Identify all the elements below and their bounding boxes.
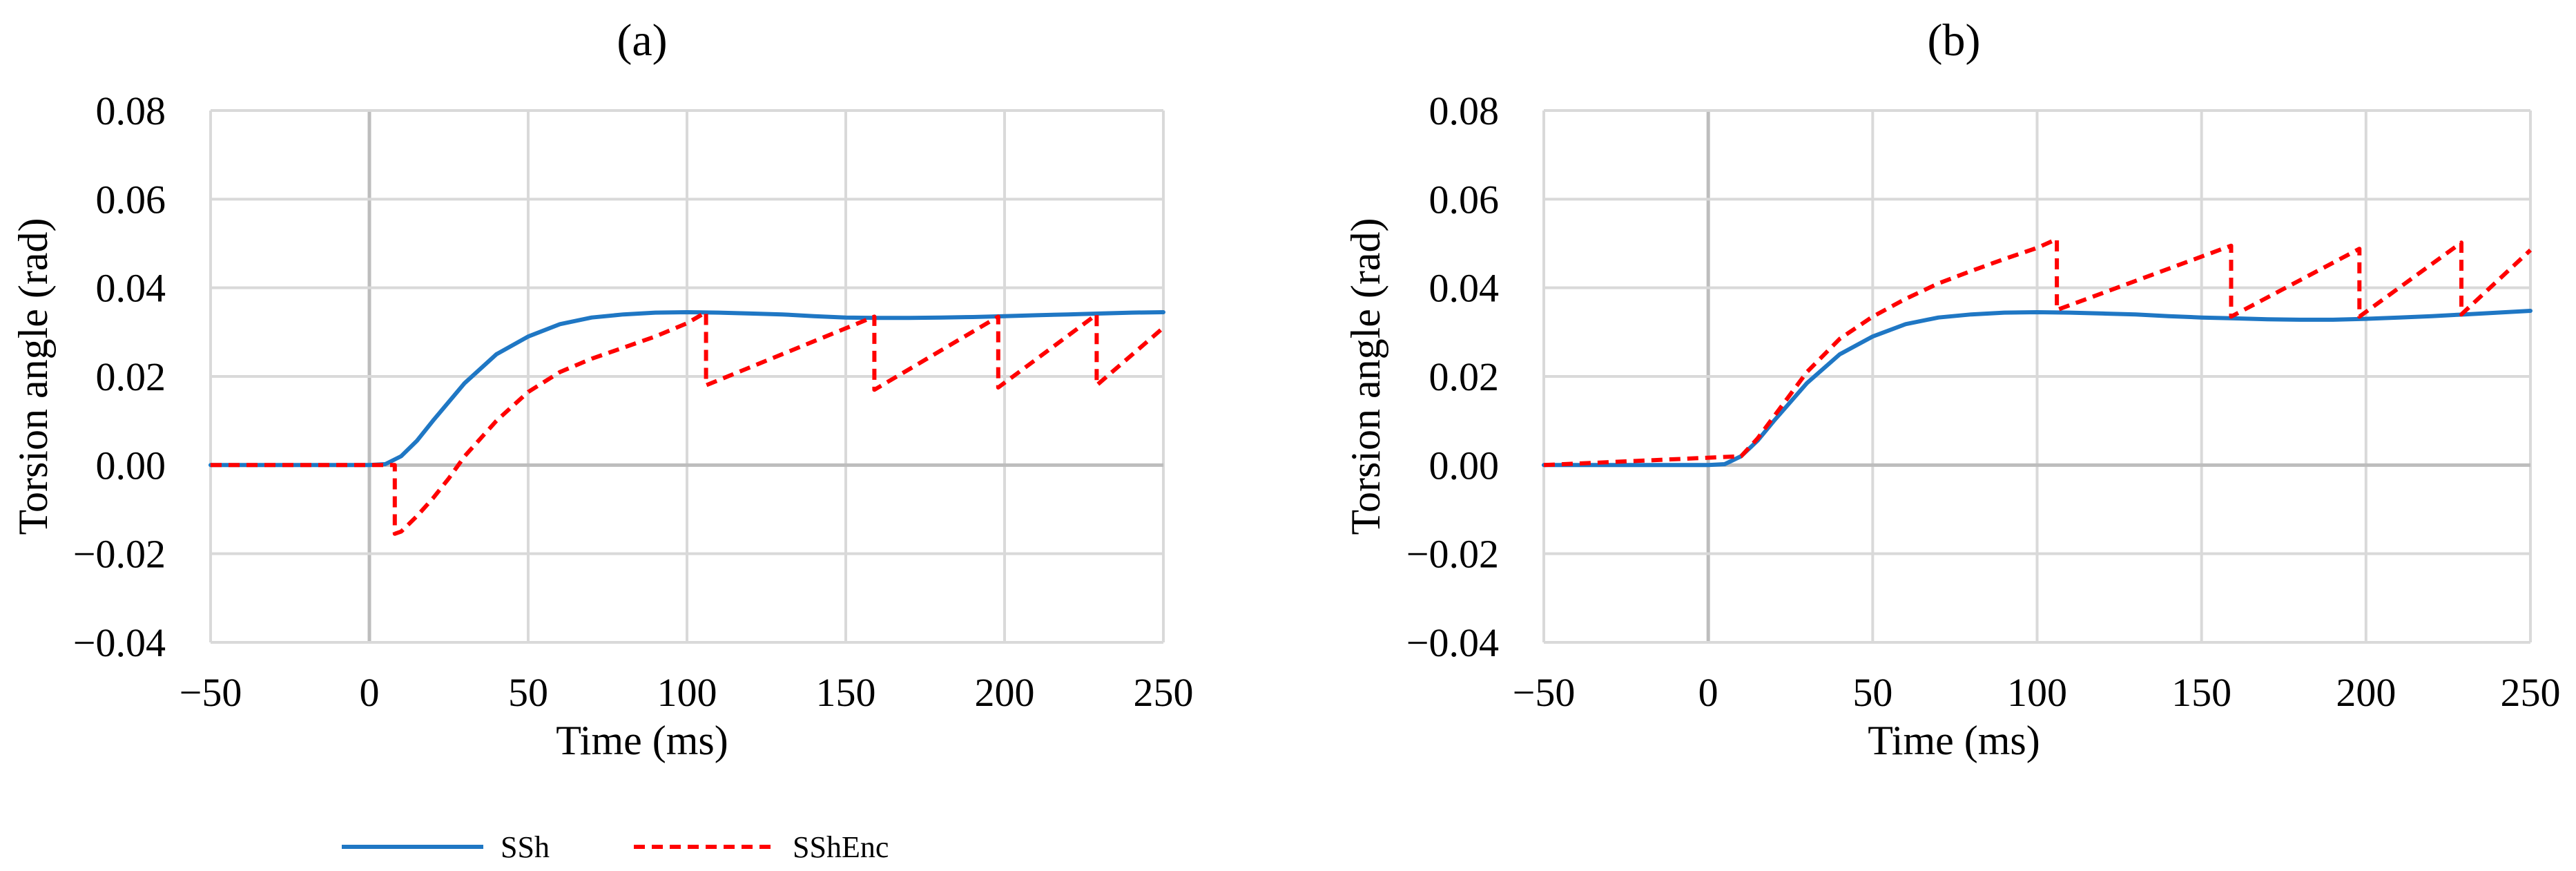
x-axis-title: Time (ms) — [1868, 718, 2040, 763]
x-tick-label: 50 — [508, 670, 548, 715]
y-tick-label: 0.02 — [96, 354, 166, 399]
y-axis-title: Torsion angle (rad) — [1343, 218, 1388, 535]
y-tick-label: −0.04 — [73, 620, 166, 665]
x-tick-label: 150 — [816, 670, 876, 715]
x-tick-label: 100 — [657, 670, 717, 715]
x-tick-label: 0 — [1698, 670, 1718, 715]
x-axis-title: Time (ms) — [556, 718, 728, 763]
y-tick-label: −0.02 — [1406, 532, 1499, 577]
y-tick-label: 0.00 — [96, 443, 166, 488]
x-tick-label: 250 — [2501, 670, 2561, 715]
x-tick-label: 200 — [975, 670, 1035, 715]
x-tick-label: 0 — [360, 670, 380, 715]
x-tick-label: 50 — [1852, 670, 1892, 715]
y-tick-label: 0.02 — [1429, 354, 1500, 399]
legend-label: SShEnc — [793, 830, 889, 864]
y-tick-label: 0.04 — [1429, 266, 1500, 311]
y-tick-label: 0.04 — [96, 266, 166, 311]
x-tick-label: 150 — [2171, 670, 2231, 715]
x-tick-label: 200 — [2336, 670, 2396, 715]
y-tick-label: 0.08 — [96, 88, 166, 133]
chart-panel-b: −50 0 50 100 150 200 250 −0.04 −0.02 0.00 0.02 0.04… — [1343, 15, 2561, 763]
series-line-ssh — [1542, 309, 2533, 468]
legend-label: SSh — [501, 830, 550, 864]
x-tick-label: 250 — [1134, 670, 1194, 715]
series-line-sshenc — [1543, 237, 2533, 468]
panel-label: (a) — [617, 15, 667, 66]
y-tick-label: 0.08 — [1429, 88, 1500, 133]
y-tick-label: −0.02 — [73, 532, 166, 577]
legend: SSh SShEnc — [342, 830, 889, 864]
y-tick-label: 0.06 — [1429, 177, 1500, 222]
y-tick-label: −0.04 — [1406, 620, 1499, 665]
x-tick-label: 100 — [2007, 670, 2067, 715]
y-axis-title: Torsion angle (rad) — [10, 218, 56, 535]
chart-panel-a: −50 0 50 100 150 200 250 −0.04 −0.02 0.00 0.02 0.04… — [10, 15, 1194, 763]
series-line-sshenc — [211, 310, 1165, 536]
series-line-ssh — [209, 310, 1165, 468]
x-tick-label: −50 — [1513, 670, 1576, 715]
y-tick-label: 0.06 — [96, 177, 166, 222]
panel-label: (b) — [1928, 15, 1981, 66]
y-tick-label: 0.00 — [1429, 443, 1500, 488]
x-tick-label: −50 — [180, 670, 242, 715]
